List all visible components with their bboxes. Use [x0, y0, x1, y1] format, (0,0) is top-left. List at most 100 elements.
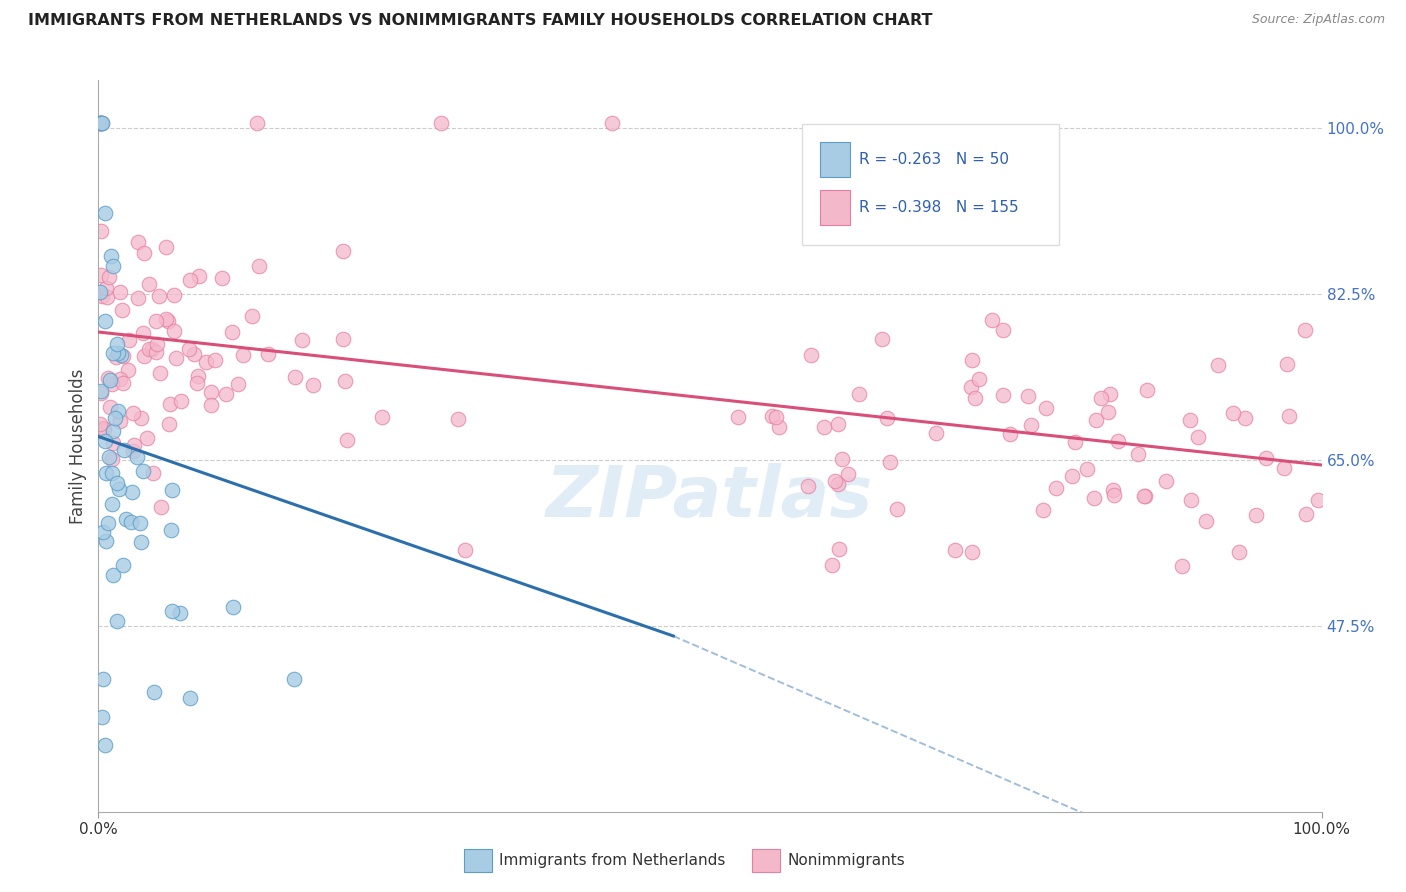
- Point: [138, 277, 160, 291]
- Point: [96, 290, 118, 304]
- Point: [1206, 359, 1229, 373]
- Point: [226, 377, 249, 392]
- FancyBboxPatch shape: [820, 190, 849, 225]
- Point: [1035, 401, 1057, 416]
- Point: [1180, 493, 1202, 508]
- Point: [127, 235, 149, 250]
- Point: [132, 349, 155, 363]
- Point: [90, 116, 112, 130]
- Point: [188, 268, 211, 283]
- Point: [93, 434, 115, 449]
- Point: [122, 438, 145, 452]
- Point: [165, 351, 187, 366]
- Point: [1194, 514, 1216, 528]
- Point: [96, 281, 118, 295]
- Point: [1126, 447, 1149, 461]
- Point: [89, 384, 111, 398]
- Point: [108, 414, 131, 428]
- Point: [1294, 323, 1316, 337]
- Point: [454, 543, 477, 558]
- Point: [824, 474, 846, 488]
- Point: [110, 303, 132, 318]
- Point: [91, 672, 114, 686]
- Point: [111, 376, 134, 390]
- Point: [727, 409, 749, 424]
- Point: [1090, 391, 1112, 405]
- Point: [160, 483, 183, 498]
- Point: [121, 484, 143, 499]
- Point: [283, 672, 305, 686]
- Point: [97, 450, 120, 465]
- Point: [163, 324, 186, 338]
- Point: [159, 397, 181, 411]
- Point: [821, 558, 844, 572]
- Point: [800, 349, 823, 363]
- Point: [142, 466, 165, 480]
- Point: [1019, 417, 1042, 432]
- Point: [1060, 468, 1083, 483]
- Point: [111, 558, 134, 572]
- Point: [813, 420, 835, 434]
- Point: [998, 426, 1021, 441]
- Point: [122, 443, 145, 458]
- Point: [1063, 435, 1085, 450]
- Point: [143, 684, 166, 698]
- Point: [200, 398, 222, 412]
- Point: [155, 311, 177, 326]
- Text: R = -0.398   N = 155: R = -0.398 N = 155: [859, 200, 1019, 215]
- Point: [332, 244, 354, 259]
- Text: IMMIGRANTS FROM NETHERLANDS VS NONIMMIGRANTS FAMILY HOUSEHOLDS CORRELATION CHART: IMMIGRANTS FROM NETHERLANDS VS NONIMMIGR…: [28, 13, 932, 29]
- Point: [214, 387, 236, 401]
- Point: [332, 332, 354, 346]
- Point: [150, 500, 173, 514]
- Point: [163, 287, 186, 301]
- Point: [103, 435, 125, 450]
- Point: [768, 420, 790, 434]
- Point: [91, 420, 114, 434]
- Point: [848, 386, 870, 401]
- Point: [132, 326, 155, 340]
- Point: [100, 249, 122, 263]
- Point: [886, 502, 908, 516]
- Point: [127, 291, 149, 305]
- Point: [91, 289, 114, 303]
- Point: [89, 116, 111, 130]
- Point: [870, 333, 893, 347]
- Point: [107, 404, 129, 418]
- Point: [97, 516, 120, 530]
- Point: [132, 465, 155, 479]
- Point: [89, 285, 111, 300]
- Point: [1032, 503, 1054, 517]
- Point: [960, 545, 983, 559]
- Point: [157, 314, 180, 328]
- Point: [89, 116, 111, 130]
- Point: [221, 325, 243, 339]
- Point: [967, 372, 990, 386]
- Point: [120, 516, 142, 530]
- Point: [827, 417, 849, 432]
- Point: [257, 347, 280, 361]
- Point: [170, 394, 193, 409]
- Point: [925, 425, 948, 440]
- Point: [91, 524, 114, 539]
- Point: [1170, 558, 1192, 573]
- Point: [194, 355, 217, 369]
- Point: [101, 259, 124, 273]
- Point: [94, 466, 117, 480]
- Point: [1107, 434, 1129, 448]
- Point: [447, 412, 470, 426]
- Point: [101, 466, 124, 480]
- Point: [94, 314, 117, 328]
- Point: [1227, 545, 1250, 559]
- Point: [249, 259, 271, 273]
- Point: [90, 386, 112, 401]
- Point: [110, 372, 132, 386]
- Point: [222, 600, 245, 615]
- Point: [761, 409, 783, 424]
- Text: Source: ZipAtlas.com: Source: ZipAtlas.com: [1251, 13, 1385, 27]
- Point: [1083, 491, 1105, 506]
- Point: [105, 475, 128, 490]
- Point: [960, 380, 983, 394]
- Point: [430, 116, 453, 130]
- Point: [90, 268, 112, 283]
